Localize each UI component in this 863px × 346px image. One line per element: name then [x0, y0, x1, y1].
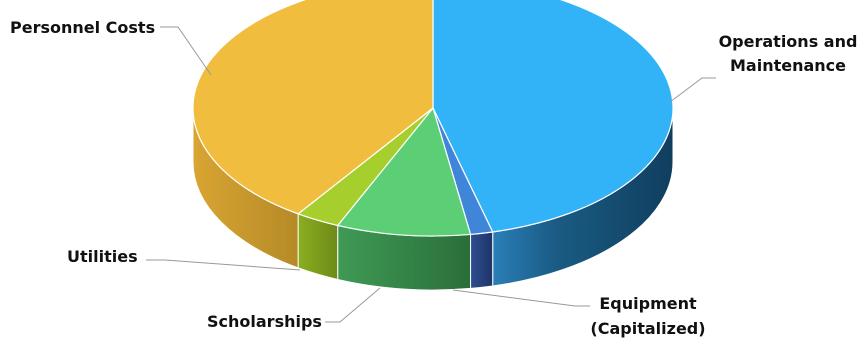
leader-line-operations [669, 77, 716, 103]
pie-sides [192, 107, 674, 291]
label-scholarships: Scholarships [207, 312, 322, 331]
pie-slice-operations-and-maintenance [432, 0, 674, 233]
label-operations-line2: Maintenance [730, 56, 846, 75]
pie-side-equipment-capitalized [470, 231, 494, 289]
leader-line-scholarships [325, 287, 381, 323]
label-equipment-line2: (Capitalized) [590, 319, 705, 338]
label-personnel-costs: Personnel Costs [10, 18, 155, 37]
label-utilities: Utilities [67, 247, 138, 266]
leader-line-personnel [160, 26, 212, 76]
leader-lines [146, 26, 716, 323]
data-labels: Personnel Costs Operations and Maintenan… [10, 18, 857, 338]
leader-line-utilities [146, 259, 301, 271]
label-operations-line1: Operations and [719, 32, 858, 51]
pie-slice-personnel-costs [192, 0, 434, 215]
pie-slice-scholarships [337, 107, 472, 237]
leader-line-equipment [452, 289, 590, 307]
pie-tops [192, 0, 674, 237]
label-equipment-line1: Equipment [599, 294, 697, 313]
